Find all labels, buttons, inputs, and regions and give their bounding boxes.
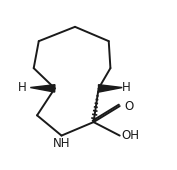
Text: H: H [18,81,26,94]
Text: OH: OH [122,129,140,142]
Text: H: H [122,81,131,94]
Text: O: O [124,100,134,113]
Text: NH: NH [53,137,70,150]
Polygon shape [30,85,55,92]
Polygon shape [98,85,122,92]
